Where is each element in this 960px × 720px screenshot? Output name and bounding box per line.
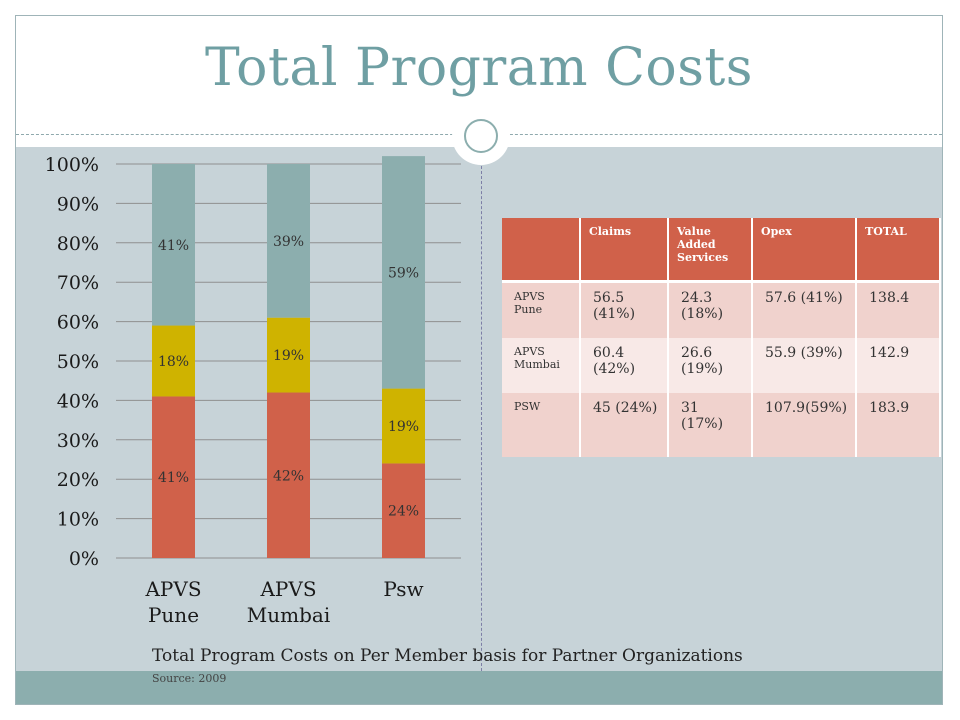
table-cell-claims: 60.4 (42%): [580, 338, 669, 393]
table-header-claims: Claims: [580, 218, 669, 283]
y-tick-label: 10%: [57, 509, 99, 531]
bar-segment: [382, 388, 425, 464]
x-tick-label: Mumbai: [247, 603, 330, 627]
bar-segment: [152, 325, 195, 397]
table-cell-claims: 45 (24%): [580, 393, 669, 457]
y-tick-label: 80%: [57, 233, 99, 255]
table-row: APVS Mumbai 60.4 (42%) 26.6 (19%) 55.9 (…: [502, 338, 942, 393]
y-tick-label: 100%: [45, 154, 99, 176]
table-cell-value-added: 31 (17%): [668, 393, 753, 457]
slide-title: Total Program Costs: [204, 38, 753, 98]
table-header-value-added: Value Added Services: [668, 218, 753, 283]
table-header-opex: Opex: [752, 218, 858, 283]
bar-segment: [267, 164, 310, 318]
data-label: 41%: [158, 238, 189, 254]
y-tick-label: 50%: [57, 351, 99, 373]
x-tick-label: Psw: [383, 577, 423, 601]
data-label: 18%: [158, 354, 189, 370]
bar-segment: [382, 156, 425, 389]
stacked-bar-chart: 0% 10% 20% 30% 40% 50% 60% 70% 80% 90% 100% 41% 18% 4…: [45, 154, 461, 627]
y-tick-label: 70%: [57, 272, 99, 294]
data-label: 24%: [388, 504, 419, 520]
table-cell-claims: 56.5 (41%): [580, 281, 669, 338]
bar-segment: [267, 392, 310, 558]
table-row: PSW 45 (24%) 31 (17%) 107.9(59%) 183.9: [502, 393, 942, 457]
slide: Total Program Costs 0% 10% 20% 30% 40% 50% 60%…: [15, 15, 943, 705]
y-tick-label: 30%: [57, 430, 99, 452]
y-tick-label: 90%: [57, 193, 99, 215]
data-label: 41%: [158, 470, 189, 486]
table-cell-total: 183.9: [856, 393, 942, 457]
y-tick-label: 0%: [69, 548, 99, 570]
x-tick-label: APVS: [259, 577, 316, 601]
y-tick-label: 20%: [57, 469, 99, 491]
chart-caption: Total Program Costs on Per Member basis …: [152, 646, 743, 666]
table-cell-value-added: 26.6 (19%): [668, 338, 753, 393]
table-header-corner: [502, 218, 581, 283]
table-cell-opex: 55.9 (39%): [752, 338, 858, 393]
data-label: 19%: [273, 348, 304, 364]
table-row-label: APVS Mumbai: [502, 338, 581, 393]
x-tick-label: Pune: [148, 603, 199, 627]
table-cell-total: 142.9: [856, 338, 942, 393]
table-row-label: APVS Pune: [502, 281, 581, 338]
bar-segment: [382, 463, 425, 558]
data-label: 39%: [273, 234, 304, 250]
cost-table: Claims Value Added Services Opex TOTAL A…: [502, 218, 942, 457]
data-label: 42%: [273, 468, 304, 484]
footer-band: [16, 671, 942, 704]
table-cell-opex: 57.6 (41%): [752, 281, 858, 338]
source-note: Source: 2009: [152, 672, 227, 685]
y-tick-label: 60%: [57, 312, 99, 334]
table-cell-value-added: 24.3 (18%): [668, 281, 753, 338]
bar-segment: [267, 317, 310, 393]
table-header-total: TOTAL: [856, 218, 942, 283]
bar-segment: [152, 396, 195, 558]
vertical-separator: [481, 166, 482, 671]
y-tick-label: 40%: [57, 390, 99, 412]
ring-ornament-inner: [464, 119, 498, 153]
data-label: 59%: [388, 265, 419, 281]
x-tick-label: APVS: [144, 577, 201, 601]
table-cell-opex: 107.9(59%): [752, 393, 858, 457]
table-header-row: Claims Value Added Services Opex TOTAL: [502, 218, 942, 283]
data-label: 19%: [388, 419, 419, 435]
table-row-label: PSW: [502, 393, 581, 457]
table-cell-total: 138.4: [856, 281, 942, 338]
table-row: APVS Pune 56.5 (41%) 24.3 (18%) 57.6 (41…: [502, 281, 942, 338]
bar-segment: [152, 164, 195, 326]
